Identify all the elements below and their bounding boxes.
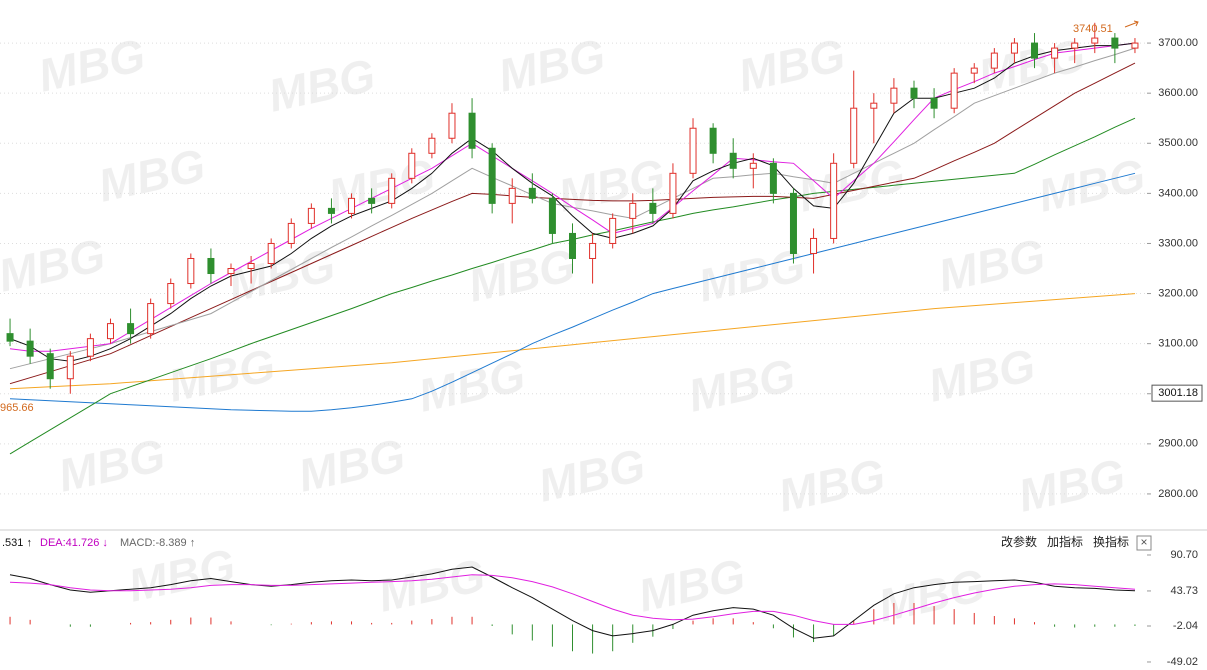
candle-body (890, 87, 898, 104)
candle-body (930, 97, 938, 109)
candle-body (428, 137, 436, 154)
candle-body (950, 72, 958, 109)
candle-body (1051, 47, 1059, 59)
candle-body (46, 353, 54, 380)
candle-body (528, 187, 536, 199)
candle-body (267, 242, 275, 264)
macd-line (9, 574, 1136, 625)
candle-body (769, 162, 777, 194)
candle-body (408, 152, 416, 179)
candle-body (86, 338, 94, 357)
candle-body (287, 222, 295, 244)
candle-body (729, 152, 737, 169)
candle-body (830, 162, 838, 239)
candle-body (307, 207, 315, 224)
candle-body (990, 52, 998, 69)
max-label: 3740.51 (1073, 23, 1113, 35)
candle-body (207, 257, 215, 275)
candle-body (388, 177, 396, 204)
indicator-value: MACD:-8.389 ↑ (120, 537, 195, 549)
candle-body (548, 197, 556, 234)
candle-body (810, 237, 818, 254)
candle-body (147, 303, 155, 335)
price-label: 3001.18 (1158, 387, 1198, 399)
y-tick-label: 3100.00 (1158, 338, 1198, 350)
candle-body (1010, 42, 1018, 54)
y-tick-label: 2800.00 (1158, 488, 1198, 500)
indicator-button[interactable]: 改参数 (1001, 534, 1037, 549)
candle-body (1111, 37, 1119, 49)
macd-line (9, 566, 1136, 639)
indicator-value: DEA:41.726 ↓ (40, 537, 108, 549)
y-tick-label: 90.70 (1170, 549, 1198, 561)
candle-body (709, 127, 717, 154)
candle-body (368, 197, 376, 204)
y-tick-label: 43.73 (1170, 585, 1198, 597)
candle-body (327, 207, 335, 214)
close-box[interactable] (1136, 535, 1152, 551)
candle-body (569, 232, 576, 259)
candle-body (870, 102, 878, 109)
indicator-value: .531 ↑ (2, 537, 32, 549)
candle-body (508, 187, 516, 204)
candle-body (187, 257, 195, 285)
candle-body (247, 262, 255, 270)
ma-line (9, 62, 1136, 385)
candle-body (749, 162, 757, 169)
candle-body (910, 87, 918, 99)
y-tick-label: 3200.00 (1158, 287, 1198, 299)
y-tick-label: 3400.00 (1158, 187, 1198, 199)
ma-line (9, 293, 1136, 390)
y-tick-label: -2.04 (1173, 620, 1198, 632)
y-tick-label: 3700.00 (1158, 37, 1198, 49)
candle-body (589, 242, 597, 259)
candle-body (106, 323, 114, 340)
candle-body (629, 202, 637, 219)
max-arrow (1124, 20, 1139, 28)
candle-body (789, 192, 797, 254)
candle-body (1131, 42, 1139, 49)
candle-body (26, 340, 34, 357)
candle-body (669, 172, 677, 214)
candle-body (66, 355, 74, 380)
ma-line (9, 42, 1136, 352)
y-tick-label: 3500.00 (1158, 137, 1198, 149)
close-button[interactable]: × (1140, 535, 1147, 549)
candle-body (1091, 37, 1099, 44)
candle-body (348, 197, 356, 214)
candle-body (970, 67, 978, 74)
candle-body (1071, 42, 1079, 49)
y-tick-label: 2900.00 (1158, 438, 1198, 450)
ma-line (9, 42, 1136, 362)
min-label: 965.66 (0, 402, 34, 414)
candle-body (448, 112, 456, 139)
candle-body (689, 127, 697, 174)
candle-body (6, 333, 14, 342)
price-box (1151, 384, 1203, 402)
candle-body (167, 283, 175, 305)
y-tick-label: -49.02 (1167, 656, 1198, 668)
y-tick-label: 3600.00 (1158, 87, 1198, 99)
candle-body (649, 202, 657, 214)
candle-body (609, 217, 617, 244)
indicator-button[interactable]: 换指标 (1093, 534, 1129, 549)
candle-body (127, 323, 135, 335)
candle-body (227, 268, 235, 275)
candle-body (1031, 42, 1039, 59)
ma-line (9, 172, 1136, 412)
candle-body (468, 112, 476, 149)
candle-body (488, 147, 496, 204)
indicator-button[interactable]: 加指标 (1047, 534, 1083, 549)
y-tick-label: 3300.00 (1158, 237, 1198, 249)
candle-body (850, 107, 858, 164)
